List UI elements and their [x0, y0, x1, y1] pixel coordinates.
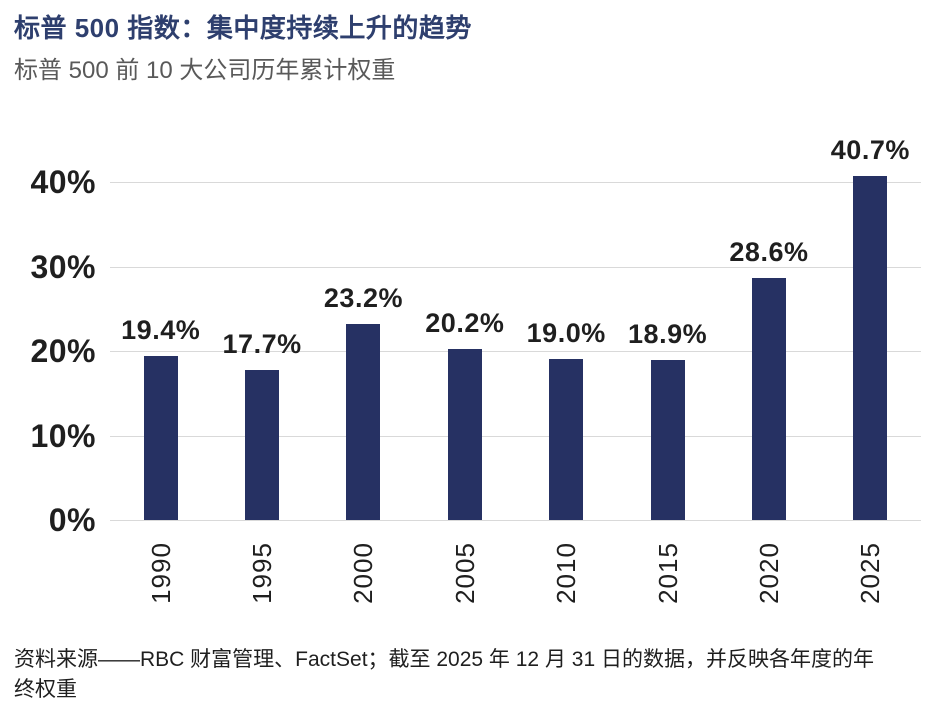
gridline	[110, 520, 921, 521]
gridline	[110, 435, 921, 437]
x-tick-label: 2000	[348, 542, 379, 604]
value-label: 18.9%	[628, 319, 708, 350]
y-tick-label: 10%	[30, 417, 96, 454]
x-tick-label: 2025	[855, 542, 886, 604]
chart-title: 标普 500 指数：集中度持续上升的趋势	[14, 13, 472, 43]
gridline	[110, 351, 921, 352]
bar	[346, 323, 381, 520]
gridline	[110, 182, 921, 183]
y-tick-label: 30%	[30, 248, 96, 285]
x-tick-label: 2010	[551, 542, 582, 604]
bar	[751, 278, 786, 520]
source-note: 资料来源——RBC 财富管理、FactSet；截至 2025 年 12 月 31…	[14, 648, 874, 702]
bar	[447, 349, 482, 520]
x-tick-label: 2005	[449, 542, 480, 604]
y-tick-label: 0%	[48, 502, 96, 538]
bar-chart: 0% 10% 20% 30% 40% 19.4% 1990 17.7% 1995 23.2% 200…	[30, 135, 921, 604]
bar	[853, 176, 888, 520]
value-label: 28.6%	[729, 237, 809, 268]
bar	[143, 356, 178, 520]
x-tick-label: 2020	[753, 542, 784, 604]
gridline	[110, 266, 921, 268]
value-label: 20.2%	[425, 308, 505, 339]
value-label: 19.4%	[121, 315, 201, 346]
x-tick-label: 1995	[247, 542, 278, 604]
value-label: 40.7%	[830, 135, 910, 166]
bar	[245, 370, 280, 520]
y-tick-label: 20%	[30, 333, 96, 369]
x-tick-label: 1990	[145, 542, 176, 604]
x-tick-label: 2015	[652, 542, 683, 604]
chart-subtitle: 标普 500 前 10 大公司历年累计权重	[14, 57, 396, 84]
bar	[650, 360, 685, 520]
value-label: 23.2%	[323, 282, 403, 313]
value-label: 19.0%	[526, 318, 606, 349]
y-tick-label: 40%	[30, 164, 96, 200]
value-label: 17.7%	[222, 329, 302, 360]
bar	[549, 359, 584, 520]
